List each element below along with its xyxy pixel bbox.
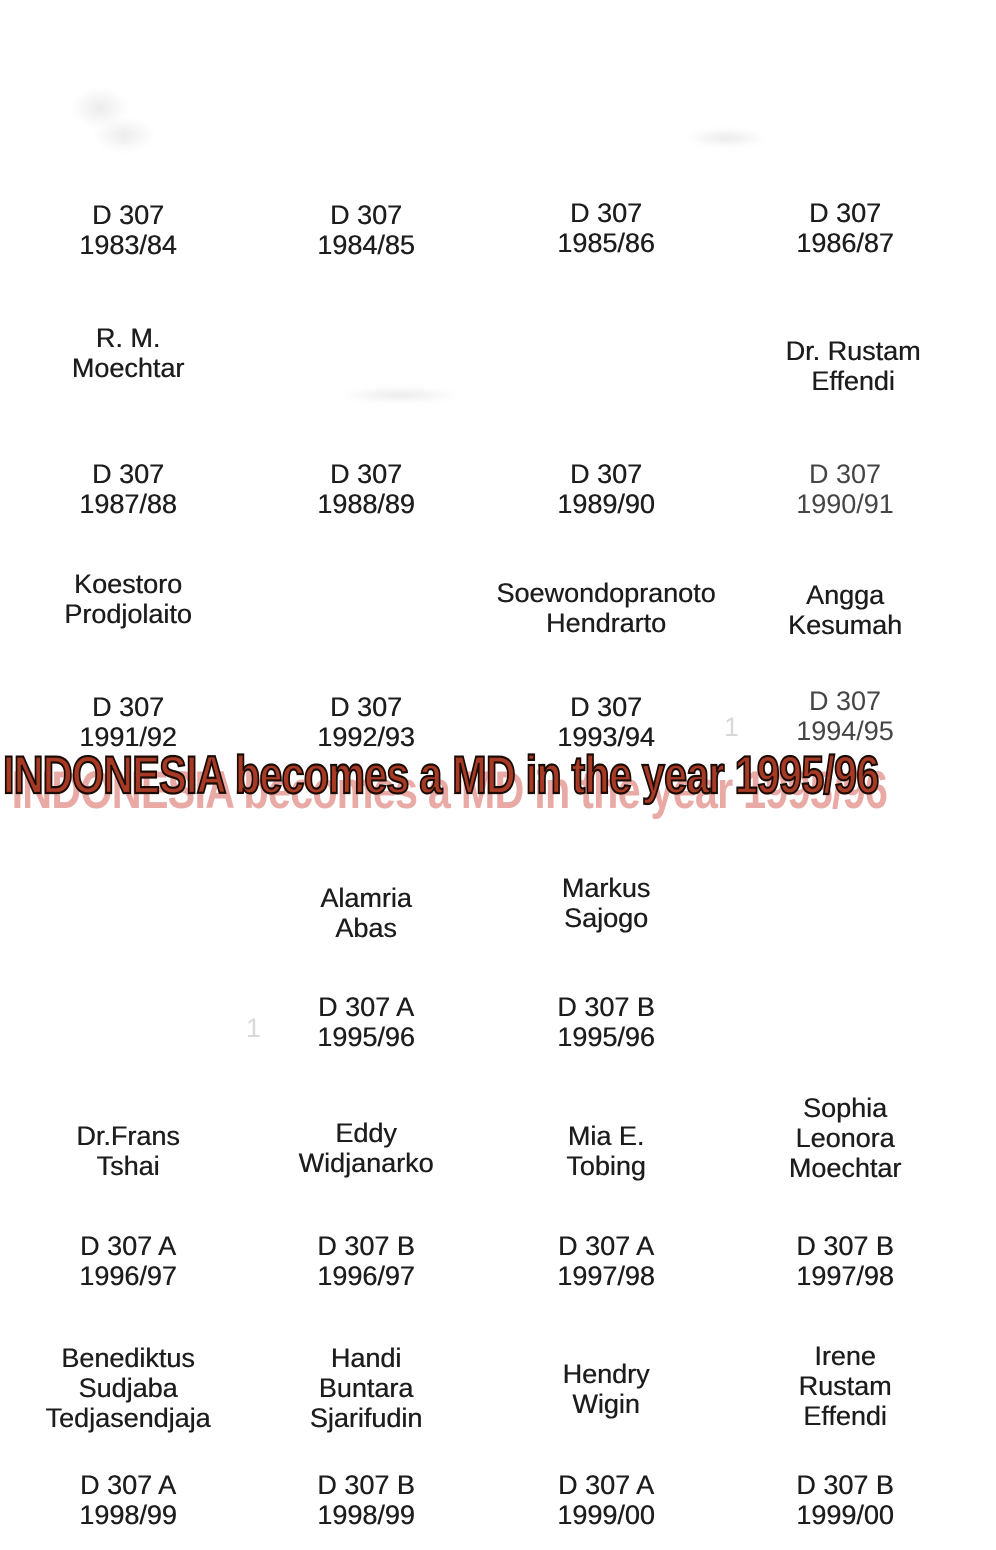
period-label: D 307 1984/85 [317, 200, 415, 260]
person-name: Benediktus Sudjaba Tedjasendjaja [45, 1343, 211, 1433]
person-name: Hendry Wigin [562, 1359, 650, 1419]
period-label: D 307 1985/86 [557, 198, 655, 258]
period-label: D 307 B 1997/98 [796, 1231, 894, 1291]
period-label: D 307 1992/93 [317, 692, 415, 752]
person-name: Angga Kesumah [787, 580, 903, 640]
period-label: D 307 A 1995/96 [317, 992, 415, 1052]
person-name: Alamria Abas [320, 883, 412, 943]
period-label: D 307 1989/90 [557, 459, 655, 519]
period-label: D 307 1983/84 [79, 200, 177, 260]
period-label: D 307 1987/88 [79, 459, 177, 519]
person-name: Koestoro Prodjolaito [64, 569, 192, 629]
period-label: D 307 B 1998/99 [317, 1470, 415, 1530]
period-label: D 307 B 1996/97 [317, 1231, 415, 1291]
period-label: D 307 1988/89 [317, 459, 415, 519]
period-label: D 307 A 1996/97 [79, 1231, 177, 1291]
scan-smudge [686, 128, 766, 148]
person-name: Sophia Leonora Moechtar [788, 1093, 902, 1183]
person-name: R. M. Moechtar [71, 323, 185, 383]
period-label: D 307 1990/91 [796, 459, 894, 519]
person-name: Irene Rustam Effendi [798, 1341, 892, 1431]
md-announcement-banner: INDONESIA becomes a MD in the year 1995/… [2, 746, 996, 805]
scan-ghost-text: 1 [724, 712, 740, 742]
period-label: D 307 A 1997/98 [557, 1231, 655, 1291]
person-name: Markus Sajogo [561, 873, 651, 933]
period-label: D 307 1986/87 [796, 198, 894, 258]
person-name: Eddy Widjanarko [298, 1118, 434, 1178]
period-label: D 307 1991/92 [79, 692, 177, 752]
md-announcement-text: INDONESIA becomes a MD in the year 1995/… [2, 746, 880, 805]
period-label: D 307 A 1999/00 [557, 1470, 655, 1530]
person-name: Handi Buntara Sjarifudin [309, 1343, 423, 1433]
scan-ghost-text: 1 [246, 1013, 262, 1043]
period-label: D 307 1994/95 [796, 686, 894, 746]
period-label: D 307 B 1995/96 [557, 992, 655, 1052]
person-name: Mia E. Tobing [566, 1121, 646, 1181]
scan-smudge [72, 88, 128, 128]
person-name: Dr.Frans Tshai [76, 1121, 180, 1181]
person-name: Soewondopranoto Hendrarto [496, 578, 716, 638]
period-label: D 307 B 1999/00 [796, 1470, 894, 1530]
period-label: D 307 1993/94 [557, 692, 655, 752]
period-label: D 307 A 1998/99 [79, 1470, 177, 1530]
person-name: Dr. Rustam Effendi [785, 336, 921, 396]
scan-smudge [340, 386, 460, 404]
scan-smudge [94, 118, 154, 152]
